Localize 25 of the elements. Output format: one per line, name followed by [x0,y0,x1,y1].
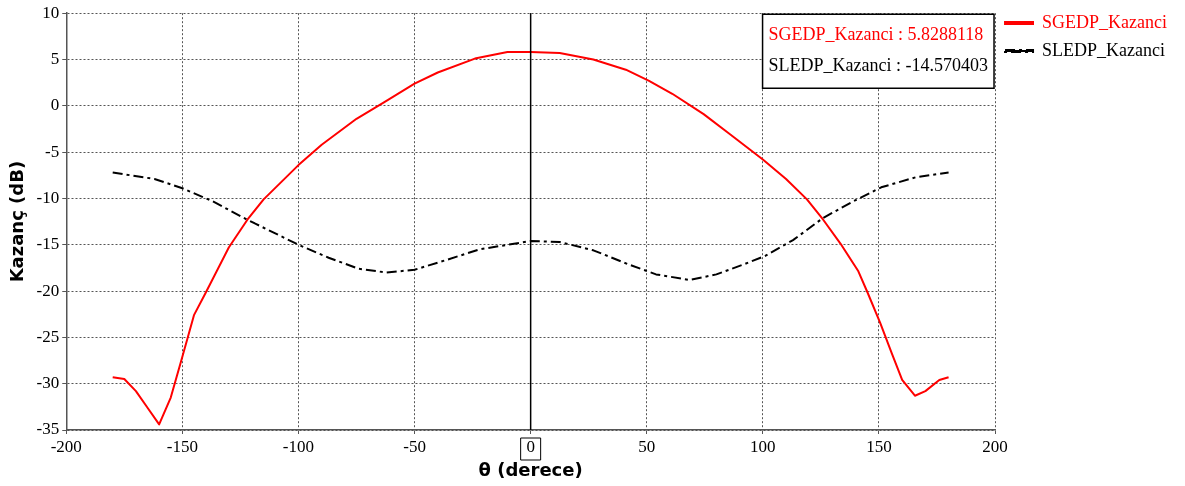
y-tick-label: -5 [45,141,60,161]
y-tick-label: -30 [36,373,60,393]
y-tick-label: -35 [36,419,60,439]
x-tick-label: -150 [166,436,198,456]
x-tick-label: -200 [50,436,82,456]
x-tick-label: 200 [982,436,1008,456]
x-tick-label: -50 [403,436,426,456]
x-tick-label: 0 [526,436,535,456]
y-tick-label: 10 [42,2,60,22]
legend-label: SGEDP_Kazanci [1042,11,1168,32]
y-axis-title: Kazanç (dB) [6,160,28,283]
annotation: SLEDP_Kazanci : -14.570403 [768,55,989,76]
y-tick-label: 5 [50,48,60,68]
y-tick-label: -15 [36,234,60,254]
x-tick-label: 50 [638,436,656,456]
y-tick-label: -20 [36,280,60,300]
x-axis-title: θ (derece) [478,458,583,480]
y-tick-label: -10 [36,187,60,207]
y-tick-label: 0 [50,95,60,115]
y-tick-label: -25 [36,326,60,346]
annotation: SGEDP_Kazanci : 5.8288118 [768,24,984,45]
x-tick-label: 100 [750,436,776,456]
x-tick-label: -100 [282,436,315,456]
legend-label: SLEDP_Kazanci [1042,39,1165,60]
x-tick-label: 150 [866,436,892,456]
